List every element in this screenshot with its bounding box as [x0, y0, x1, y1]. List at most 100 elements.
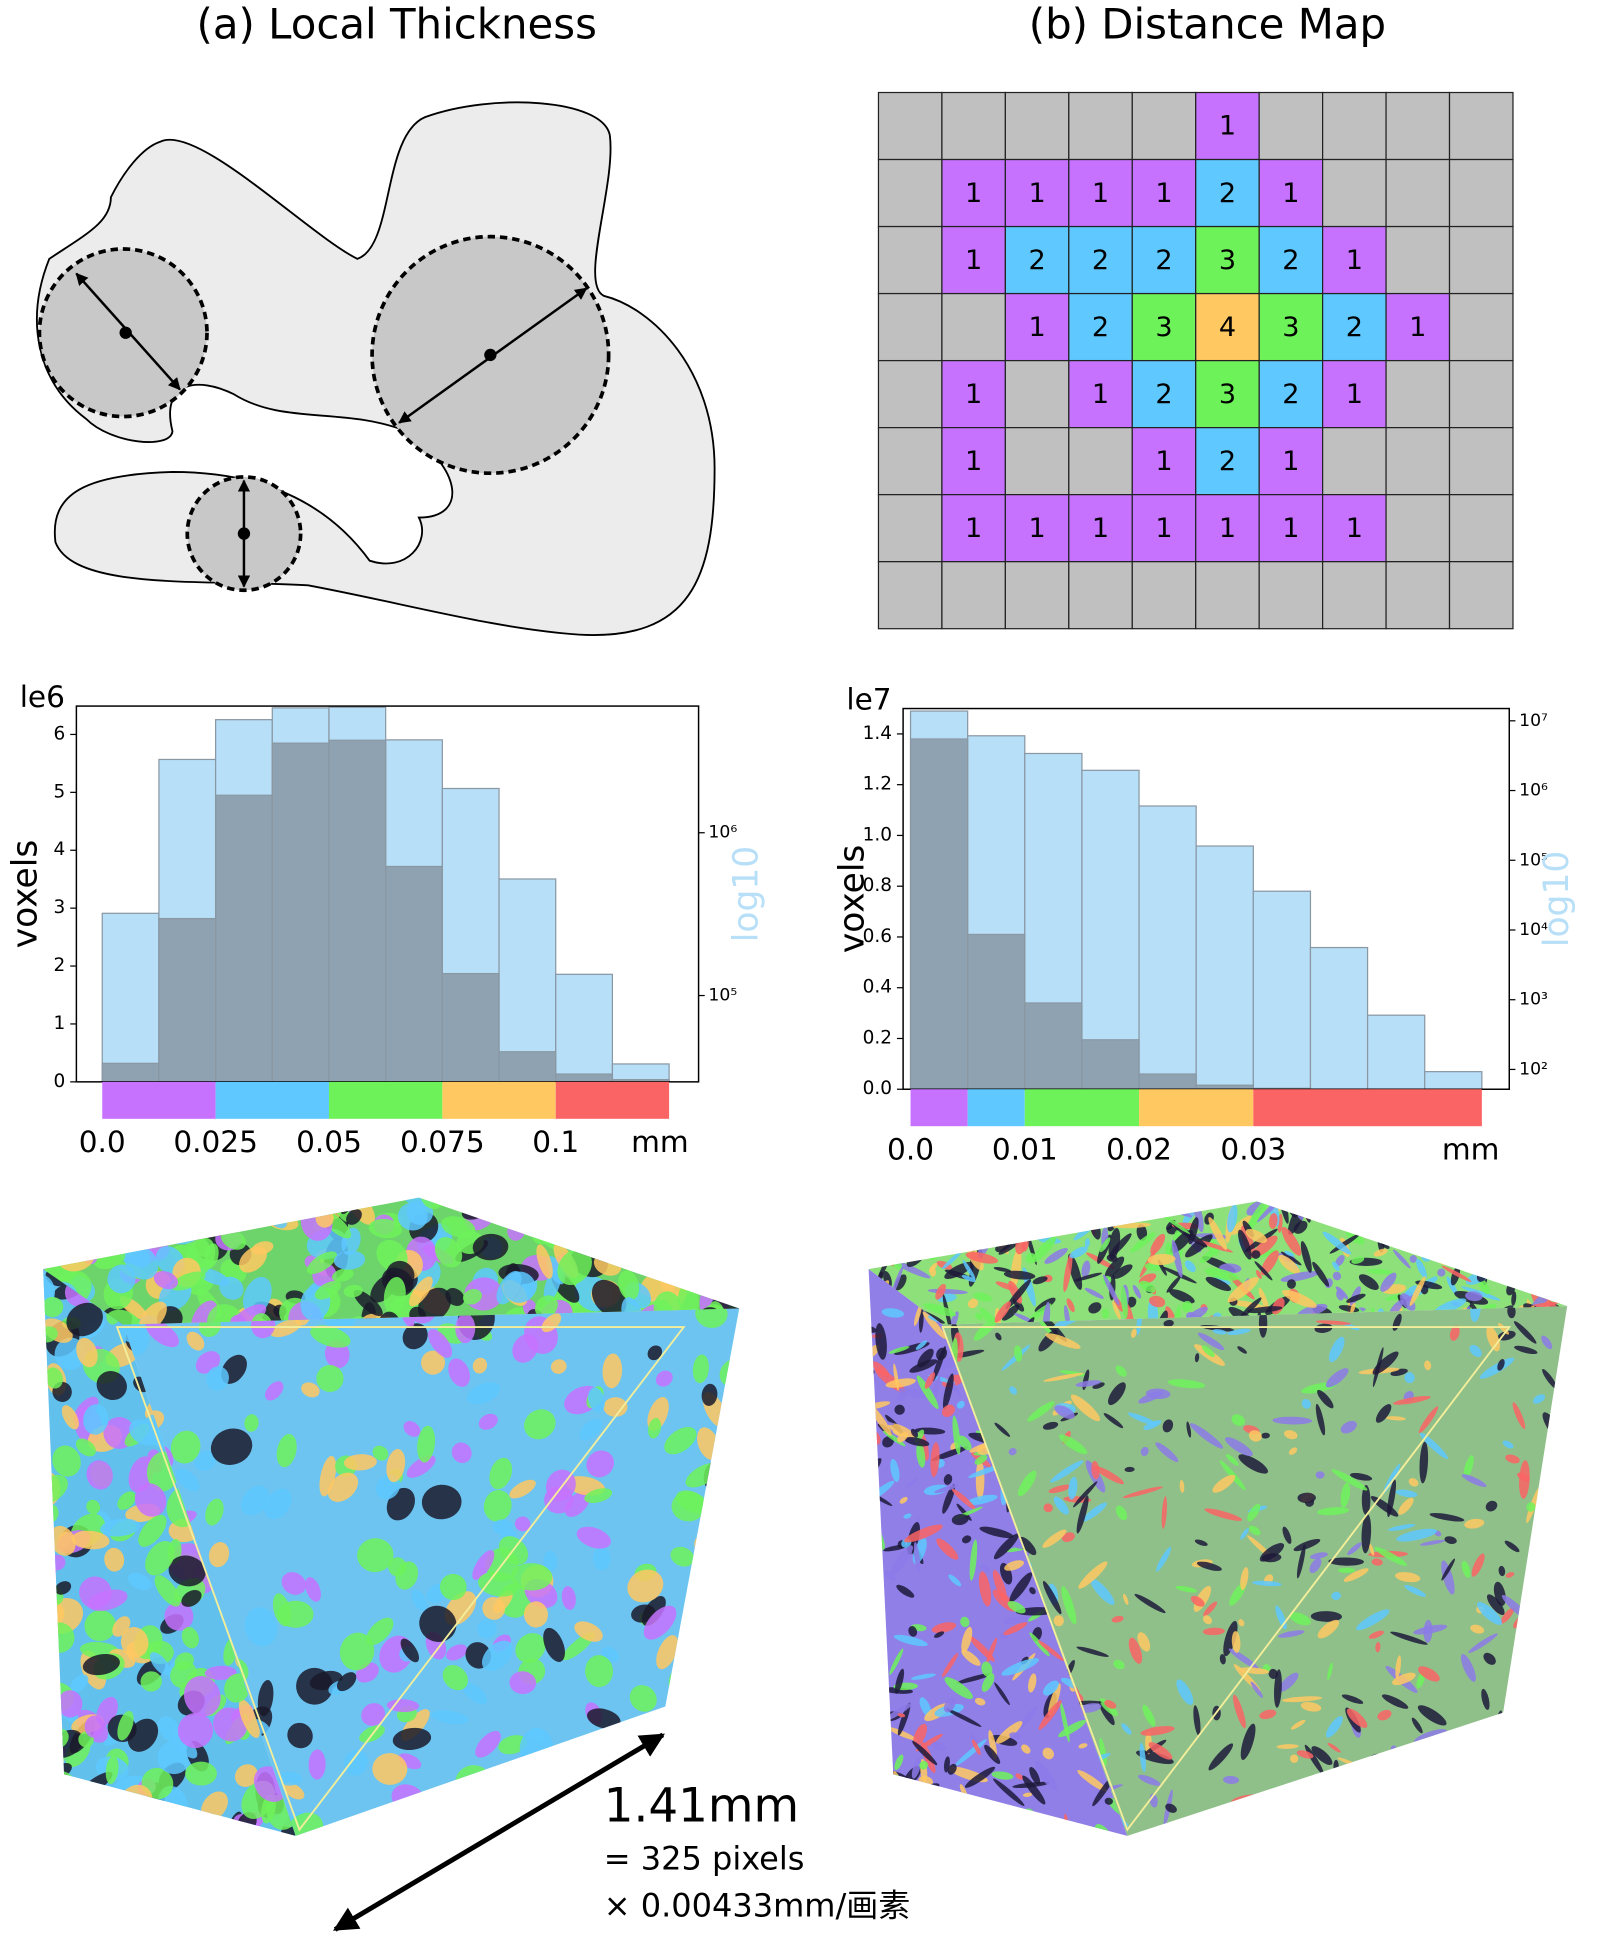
- color-band: [968, 1089, 1025, 1126]
- y-tick-label: 0.4: [863, 977, 892, 998]
- texture-blob: [1497, 1762, 1523, 1795]
- texture-blob: [35, 1186, 73, 1222]
- texture-blob: [1543, 1732, 1555, 1747]
- grid-cell: [1323, 93, 1386, 160]
- texture-blob: [1551, 1431, 1572, 1452]
- y-tick-label: 2: [54, 955, 66, 976]
- texture-blob: [895, 1200, 914, 1215]
- color-band: [1025, 1089, 1139, 1126]
- texture-blob: [1026, 1203, 1040, 1238]
- texture-blob: [452, 1183, 486, 1209]
- color-band: [102, 1082, 215, 1119]
- cell-value: 1: [1092, 178, 1109, 209]
- texture-blob: [1544, 1727, 1560, 1761]
- texture-blob: [101, 1809, 133, 1824]
- cell-value: 1: [1409, 312, 1426, 343]
- texture-blob: [522, 1787, 540, 1805]
- texture-blob: [666, 1220, 707, 1260]
- texture-blob: [65, 1812, 90, 1832]
- cell-value: 2: [1155, 245, 1172, 276]
- cell-value: 1: [965, 379, 982, 410]
- texture-blob: [95, 1202, 132, 1234]
- cell-value: 1: [1219, 513, 1236, 544]
- texture-blob: [1468, 1251, 1487, 1265]
- texture-blob: [895, 1246, 908, 1263]
- texture-blob: [1064, 1823, 1085, 1848]
- texture-blob: [1075, 1206, 1090, 1225]
- grid-cell: [942, 93, 1005, 160]
- texture-blob: [23, 1724, 66, 1765]
- x-axis-label: mm: [631, 1125, 689, 1159]
- x-tick-label: 0.025: [173, 1125, 258, 1159]
- grid-cell: [1069, 93, 1132, 160]
- texture-blob: [869, 1792, 894, 1811]
- grid-cell: [1259, 562, 1322, 629]
- texture-blob: [71, 1816, 93, 1851]
- grid-cell: [1386, 93, 1449, 160]
- texture-blob: [1534, 1667, 1556, 1686]
- texture-blob: [1511, 1250, 1533, 1274]
- bar: [1310, 948, 1367, 1090]
- texture-blob: [1357, 1226, 1395, 1238]
- texture-blob: [1399, 1203, 1433, 1216]
- y-tick-label: 1.4: [863, 723, 892, 744]
- cell-value: 2: [1282, 245, 1299, 276]
- texture-blob: [964, 1796, 975, 1815]
- texture-blob: [901, 1824, 918, 1843]
- texture-blob: [1455, 1203, 1485, 1217]
- texture-blob: [1561, 1502, 1566, 1522]
- cell-value: 3: [1155, 312, 1172, 343]
- texture-blob: [37, 1204, 51, 1219]
- texture-blob: [1012, 1204, 1035, 1233]
- texture-blob: [887, 1205, 900, 1217]
- texture-blob: [1532, 1224, 1546, 1263]
- texture-blob: [1104, 1211, 1135, 1224]
- cell-value: 1: [1028, 513, 1045, 544]
- texture-blob: [700, 1525, 731, 1565]
- texture-blob: [932, 1190, 943, 1213]
- texture-blob: [85, 1245, 107, 1258]
- grid-cell: [878, 428, 941, 495]
- texture-blob: [171, 1190, 211, 1229]
- texture-blob: [888, 1776, 901, 1789]
- bar: [159, 919, 216, 1082]
- texture-blob: [991, 1812, 1007, 1823]
- texture-blob: [592, 1182, 637, 1227]
- texture-blob: [1343, 1775, 1382, 1798]
- texture-blob: [1003, 1818, 1023, 1829]
- texture-blob: [603, 1397, 627, 1417]
- texture-blob: [1507, 1679, 1525, 1691]
- texture-blob: [1506, 1235, 1535, 1256]
- color-band: [329, 1082, 442, 1119]
- texture-blob: [529, 1196, 562, 1238]
- texture-blob: [1556, 1288, 1575, 1297]
- cell-value: 1: [965, 245, 982, 276]
- cube-distance: [849, 1183, 1577, 1848]
- texture-blob: [957, 1208, 971, 1228]
- texture-blob: [517, 1193, 543, 1221]
- y-tick-label: 0.0: [863, 1078, 892, 1099]
- texture-blob: [1498, 1262, 1508, 1272]
- texture-blob: [720, 1648, 755, 1688]
- bar: [556, 1074, 613, 1082]
- texture-blob: [1380, 1219, 1388, 1239]
- bar: [499, 1052, 556, 1082]
- texture-blob: [609, 1231, 634, 1268]
- grid-cell: [878, 227, 941, 294]
- grid-cell: [1005, 93, 1068, 160]
- texture-blob: [544, 1172, 595, 1222]
- texture-blob: [1343, 1762, 1377, 1779]
- grid-cell: [1132, 93, 1195, 160]
- texture-blob: [1528, 1583, 1537, 1609]
- texture-blob: [880, 1773, 899, 1783]
- texture-blob: [878, 1237, 889, 1258]
- grid-cell: [1386, 428, 1449, 495]
- texture-blob: [1435, 1189, 1471, 1217]
- texture-blob: [202, 1191, 229, 1220]
- cell-value: 1: [1346, 245, 1363, 276]
- texture-blob: [992, 1820, 1003, 1836]
- bar: [968, 934, 1025, 1089]
- texture-blob: [30, 1561, 60, 1588]
- texture-blob: [607, 1199, 655, 1240]
